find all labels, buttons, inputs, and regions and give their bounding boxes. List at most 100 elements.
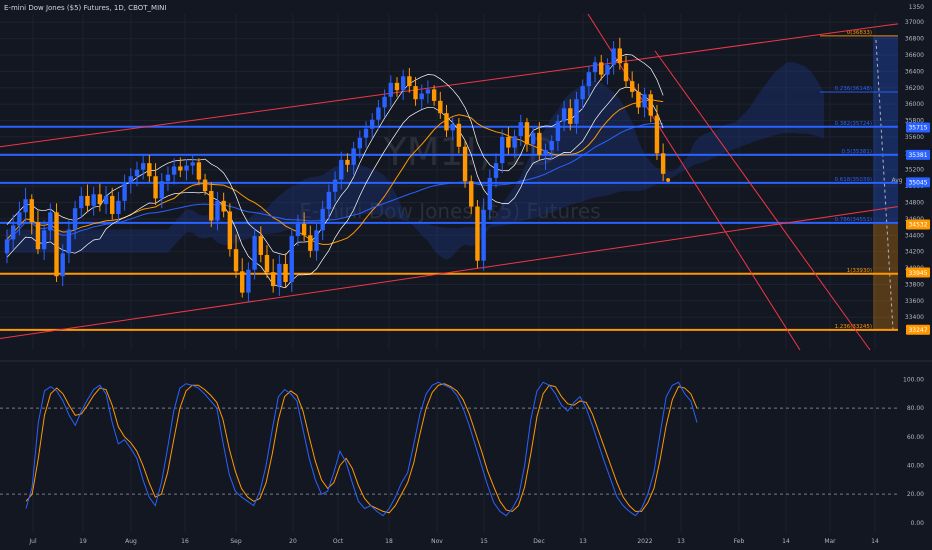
price-tick: 35800 <box>905 118 924 125</box>
candle-body <box>332 179 338 192</box>
candle-body <box>264 254 270 273</box>
avg-label: Avg <box>891 177 902 184</box>
candle-body <box>481 209 486 261</box>
time-tick: Feb <box>734 538 745 545</box>
fib-zone-orange <box>873 222 898 330</box>
candle-body <box>184 165 189 171</box>
candle-body <box>97 194 103 205</box>
candle-body <box>580 86 585 100</box>
bb-lower-line <box>6 86 664 289</box>
time-tick: Nov <box>431 538 443 545</box>
candle-body <box>487 177 493 210</box>
candle-body <box>599 62 604 75</box>
candle-body <box>66 229 72 254</box>
candle-body <box>351 148 356 165</box>
ema-line <box>6 122 664 243</box>
stoch-tick: 60.00 <box>907 434 924 441</box>
fib-label-0.236: 0.236(36148) <box>834 86 872 92</box>
time-tick: 16 <box>181 538 189 545</box>
candle-body <box>555 121 561 142</box>
candle-body <box>413 86 418 100</box>
candle-body <box>586 72 592 87</box>
candle-body <box>648 94 653 116</box>
candle-body <box>629 81 635 92</box>
candle-body <box>469 181 474 207</box>
stochastic-pane <box>0 381 898 517</box>
price-badge <box>906 177 930 188</box>
sma-line <box>6 99 664 245</box>
candle-body <box>54 212 59 277</box>
grid <box>0 14 898 532</box>
candle-body <box>524 122 530 145</box>
candle-body <box>202 179 208 192</box>
candle-body <box>339 159 344 180</box>
trend-channel-lower <box>0 206 899 340</box>
candle-body <box>289 236 294 282</box>
candle-body <box>246 269 251 293</box>
candle-body <box>60 253 65 277</box>
stoch-k-line <box>25 381 698 517</box>
candle-body <box>252 236 257 270</box>
candle-body <box>116 200 121 214</box>
price-tick: 33600 <box>905 298 924 305</box>
time-tick: Aug <box>125 538 137 545</box>
ichimoku-cloud <box>7 61 825 261</box>
candle-body <box>79 195 84 209</box>
candle-body <box>85 195 90 206</box>
candle-body <box>29 199 34 223</box>
fib-label-0.786: 0.786(34551) <box>834 217 872 223</box>
price-tick: 34600 <box>905 216 924 223</box>
price-tick: 33400 <box>905 314 924 321</box>
candle-body <box>72 208 78 230</box>
stoch-tick: 20.00 <box>907 491 924 498</box>
price-badge <box>906 219 930 230</box>
time-axis[interactable]: Jul 19 Aug 16 Sep 20 Oct 18 Nov 15 Dec 13 2022 13 Feb 1… <box>28 538 879 545</box>
time-tick: 2022 <box>637 538 652 545</box>
price-badge-label: 35381 <box>908 152 927 159</box>
trend-channel-upper <box>0 23 899 148</box>
price-badge-label: 35715 <box>908 125 927 132</box>
candle-body <box>17 212 22 226</box>
price-tick: 34800 <box>905 199 924 206</box>
stoch-tick: 100.00 <box>903 376 924 383</box>
stoch-tick: 0.00 <box>911 520 925 527</box>
candle-body <box>233 249 239 272</box>
candle-body <box>456 123 462 147</box>
candle-body <box>277 263 282 287</box>
candle-body <box>605 64 610 75</box>
candle-body <box>41 230 47 250</box>
price-tick: 36400 <box>905 68 924 75</box>
candle-body <box>10 225 16 240</box>
candle-body <box>549 141 554 151</box>
time-tick: 19 <box>79 538 87 545</box>
fib-label-0.5: 0.5(35381) <box>841 149 872 155</box>
candle-body <box>178 166 183 171</box>
candle-body <box>326 191 332 210</box>
candle-body <box>209 191 214 221</box>
price-tick: 36800 <box>905 36 924 43</box>
time-tick: Dec <box>533 538 545 545</box>
time-tick: Mar <box>824 538 836 545</box>
candle-body <box>611 48 616 65</box>
candle-body <box>543 150 548 155</box>
fib-zone-blue <box>873 35 898 223</box>
candle-body <box>642 94 647 108</box>
time-tick: Oct <box>333 538 344 545</box>
candle-body <box>301 223 307 236</box>
indicator-overlays <box>6 54 664 289</box>
price-tick: 35600 <box>905 134 924 141</box>
candle-body <box>574 99 579 124</box>
time-tick: 14 <box>782 538 790 545</box>
trend-down-2 <box>654 50 871 351</box>
cloud-area <box>7 61 825 261</box>
candle-body <box>500 136 505 164</box>
candle-body <box>4 239 10 254</box>
candle-body <box>660 153 666 174</box>
candle-body <box>110 195 115 214</box>
candle-body <box>530 132 536 145</box>
price-tick: 34200 <box>905 249 924 256</box>
stoch-tick: 40.00 <box>907 462 924 469</box>
fib-projection-line <box>875 39 894 330</box>
candle-body <box>140 163 146 170</box>
